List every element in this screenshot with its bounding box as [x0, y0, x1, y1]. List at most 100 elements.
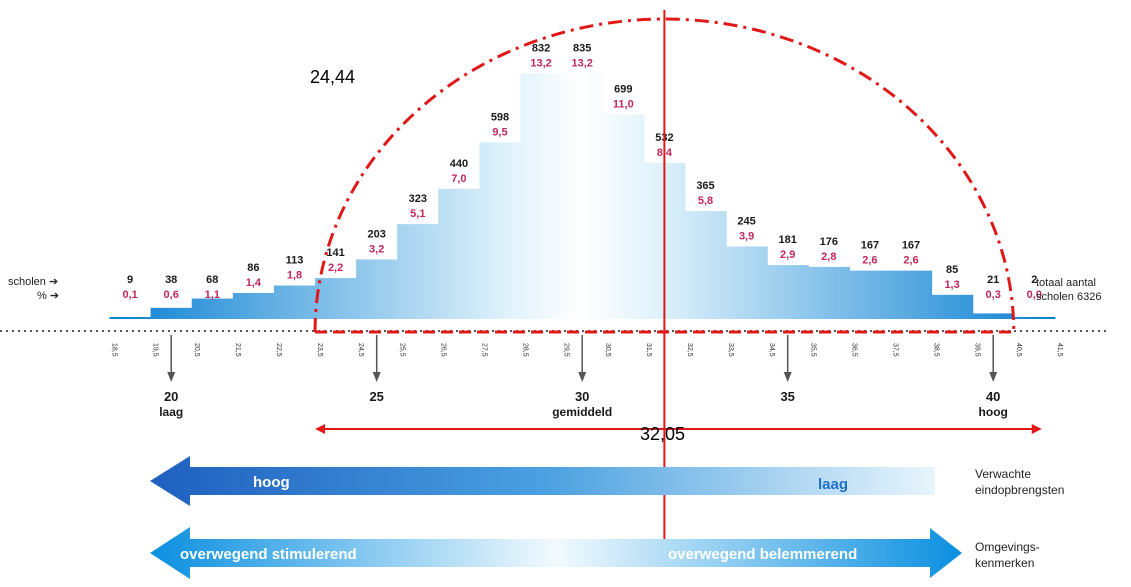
- count-label-35: 181: [779, 234, 797, 246]
- tick-label: 32,5: [686, 343, 693, 357]
- pct-label-25: 3,2: [369, 243, 384, 255]
- count-label-24: 141: [326, 247, 344, 259]
- axis-marker-35: 35: [780, 335, 795, 404]
- bar-22: [232, 292, 275, 319]
- band-environment: overwegend stimulerend overwegend belemm…: [150, 527, 1040, 579]
- count-label-34: 245: [737, 215, 755, 227]
- tick-label: 28,5: [522, 343, 529, 357]
- marker-value: 20: [164, 389, 178, 404]
- band1-left-text: hoog: [253, 474, 290, 491]
- pct-label-20: 0,6: [164, 289, 179, 301]
- pct-label-36: 2,8: [821, 251, 836, 263]
- pct-label-39: 1,3: [944, 279, 959, 291]
- count-label-25: 203: [368, 228, 386, 240]
- pct-label-30: 13,2: [571, 57, 592, 69]
- count-label-38: 167: [902, 240, 920, 252]
- marker-value: 40: [986, 389, 1000, 404]
- bar-23: [273, 285, 316, 319]
- tick-label: 36,5: [850, 343, 857, 357]
- bar-24: [315, 278, 357, 319]
- tick-label: 26,5: [439, 343, 446, 357]
- marker-caption: hoog: [979, 405, 1008, 419]
- count-label-40: 21: [987, 274, 999, 286]
- bar-20: [150, 307, 193, 319]
- pct-label-23: 1,8: [287, 270, 302, 282]
- band2-caption-line1: Omgevings-: [975, 540, 1040, 554]
- pct-label-22: 1,4: [246, 277, 262, 289]
- pct-label-40: 0,3: [986, 289, 1001, 301]
- bar-27: [438, 188, 481, 319]
- pct-label-21: 1,1: [205, 289, 220, 301]
- tick-label: 21,5: [234, 343, 241, 357]
- span-arrow-left: [315, 424, 326, 434]
- tick-label: 41,5: [1056, 343, 1063, 357]
- tick-label: 25,5: [398, 343, 405, 357]
- band1-right-text: laag: [818, 476, 848, 493]
- count-label-31: 699: [614, 83, 632, 95]
- tick-label: 29,5: [563, 343, 570, 357]
- count-label-28: 598: [491, 111, 509, 123]
- tick-label: 19,5: [152, 343, 159, 357]
- bar-31: [602, 114, 645, 320]
- count-label-37: 167: [861, 240, 879, 252]
- total-label-line2: scholen 6326: [1036, 291, 1101, 303]
- pct-label-28: 9,5: [492, 126, 507, 138]
- count-label-21: 68: [206, 274, 218, 286]
- pct-label-41: 0,0: [1027, 289, 1042, 301]
- pct-label-27: 7,0: [451, 173, 466, 185]
- bar-26: [397, 224, 439, 319]
- bar-39: [931, 294, 974, 319]
- bar-21: [191, 298, 234, 319]
- axis-marker-25: 25: [369, 335, 384, 404]
- bar-35: [767, 265, 809, 319]
- annotation-overlay: 24,44 32,05: [310, 10, 1042, 550]
- count-label-29: 832: [532, 42, 550, 54]
- marker-caption: gemiddeld: [552, 405, 612, 419]
- count-label-19: 9: [127, 274, 133, 286]
- dashdot-arc: [313, 17, 1016, 333]
- total-label-line1: totaal aantal: [1036, 277, 1096, 289]
- count-label-26: 323: [409, 193, 427, 205]
- band-expected-results: hoog laag Verwachte eindopbrengsten: [150, 456, 1064, 506]
- pct-label-29: 13,2: [530, 57, 551, 69]
- count-label-39: 85: [946, 264, 958, 276]
- tick-label: 20,5: [193, 343, 200, 357]
- tick-labels: 18,5 19,5 20,5 21,5 22,5 23,5 24,5 25,5 26,5 27,5…: [111, 343, 1063, 357]
- tick-label: 27,5: [480, 343, 487, 357]
- band2-left-text: overwegend stimulerend: [180, 546, 357, 563]
- count-label-33: 365: [696, 180, 714, 192]
- pct-label-19: 0,1: [122, 289, 137, 301]
- tick-label: 18,5: [111, 343, 118, 357]
- count-label-41: 2: [1031, 274, 1037, 286]
- marker-value: 35: [780, 389, 794, 404]
- tick-label: 39,5: [974, 343, 981, 357]
- pct-label-33: 5,8: [698, 195, 713, 207]
- pct-label-35: 2,9: [780, 249, 795, 261]
- tick-label: 31,5: [645, 343, 652, 357]
- bar-25: [356, 259, 398, 319]
- tick-label: 24,5: [357, 343, 364, 357]
- span-value-label: 32,05: [640, 424, 685, 444]
- band2-caption-line2: kenmerken: [975, 556, 1034, 570]
- pct-label-26: 5,1: [410, 208, 425, 220]
- tick-label: 23,5: [316, 343, 323, 357]
- percent-label: % ➔: [37, 290, 59, 302]
- bar-19: [109, 317, 152, 319]
- bar-40: [972, 313, 1015, 319]
- bar-33: [684, 211, 727, 319]
- band2-right-text: overwegend belemmerend: [668, 546, 857, 563]
- band1-caption-line2: eindopbrengsten: [975, 483, 1064, 497]
- tick-label: 38,5: [933, 343, 940, 357]
- count-label-36: 176: [820, 236, 838, 248]
- count-label-27: 440: [450, 158, 468, 170]
- tick-label: 35,5: [809, 343, 816, 357]
- bar-30: [561, 73, 604, 319]
- histogram-bars: [109, 73, 1056, 320]
- count-label-20: 38: [165, 274, 177, 286]
- pct-label-31: 11,0: [613, 98, 634, 110]
- count-label-22: 86: [247, 262, 259, 274]
- pct-label-24: 2,2: [328, 262, 343, 274]
